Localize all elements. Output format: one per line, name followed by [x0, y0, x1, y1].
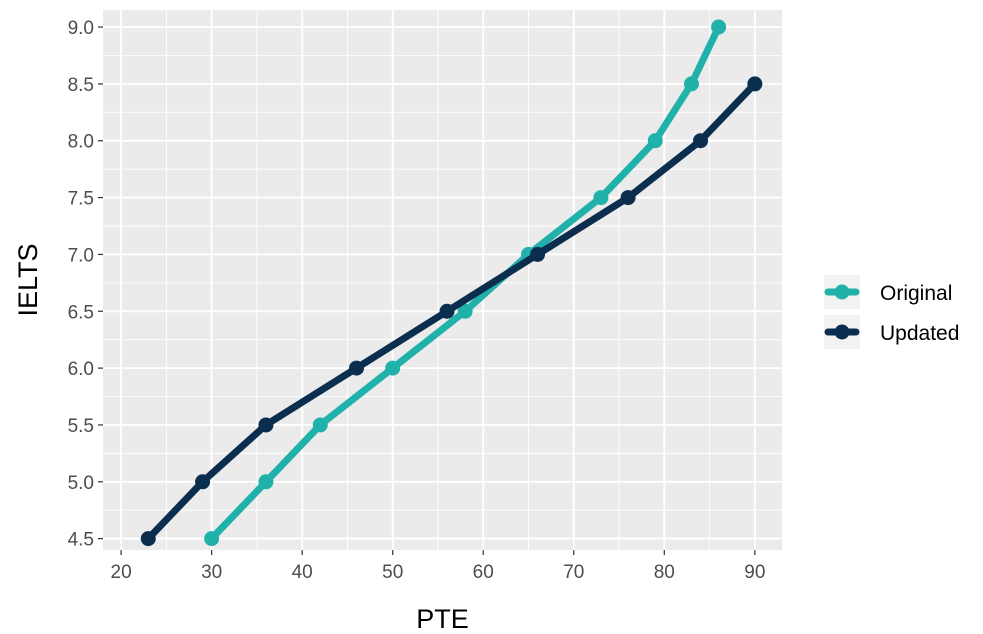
- data-point-original: [457, 303, 473, 319]
- legend-item-original: Original: [824, 275, 952, 309]
- data-point-updated: [439, 303, 455, 319]
- major-gridlines: [103, 10, 782, 550]
- y-tick-labels: 4.5 5.0 5.5 6.0 6.5 7.0 7.5 8.0 8.5 9.0: [68, 18, 94, 551]
- y-tick-label: 7.5: [68, 189, 94, 210]
- x-tick-labels: 20 30 40 50 60 70 80 90: [111, 562, 766, 583]
- legend-label-original: Original: [880, 282, 952, 305]
- legend-label-updated: Updated: [880, 322, 959, 345]
- series-layer: [140, 19, 763, 547]
- y-tick-label: 8.5: [68, 75, 94, 96]
- x-tick-label: 60: [473, 562, 494, 583]
- y-tick-label: 7.0: [68, 245, 94, 266]
- y-tick-label: 5.0: [68, 473, 94, 494]
- data-point-updated: [530, 246, 546, 262]
- y-tick-label: 6.5: [68, 302, 94, 323]
- y-tick-label: 5.5: [68, 416, 94, 437]
- y-tick-label: 8.0: [68, 132, 94, 153]
- y-axis-title: IELTS: [13, 243, 43, 316]
- data-point-updated: [258, 417, 274, 433]
- legend-item-updated: Updated: [824, 315, 959, 349]
- x-tick-label: 30: [201, 562, 222, 583]
- data-point-original: [683, 76, 699, 92]
- data-point-updated: [620, 190, 636, 206]
- data-point-updated: [140, 531, 156, 547]
- x-tick-label: 20: [111, 562, 132, 583]
- y-tick-label: 4.5: [68, 530, 94, 551]
- x-tick-label: 50: [382, 562, 403, 583]
- axis-ticks: [98, 26, 756, 555]
- x-tick-label: 70: [563, 562, 584, 583]
- data-point-updated: [348, 360, 364, 376]
- x-tick-label: 40: [292, 562, 313, 583]
- data-point-original: [647, 133, 663, 149]
- plot-panel: [103, 10, 782, 550]
- x-tick-label: 80: [654, 562, 675, 583]
- legend: Original Updated: [821, 266, 981, 352]
- data-point-original: [711, 19, 727, 35]
- data-point-updated: [195, 474, 211, 490]
- data-point-updated: [693, 133, 709, 149]
- data-point-original: [258, 474, 274, 490]
- legend-key-point-original: [834, 284, 850, 300]
- data-point-original: [593, 190, 609, 206]
- data-point-original: [312, 417, 328, 433]
- legend-key-point-updated: [834, 324, 850, 340]
- data-point-original: [385, 360, 401, 376]
- y-tick-label: 9.0: [68, 18, 94, 39]
- data-point-original: [204, 531, 220, 547]
- series-updated: [140, 76, 763, 547]
- x-axis-title: PTE: [416, 604, 469, 634]
- x-tick-label: 90: [744, 562, 765, 583]
- data-point-updated: [747, 76, 763, 92]
- y-tick-label: 6.0: [68, 359, 94, 380]
